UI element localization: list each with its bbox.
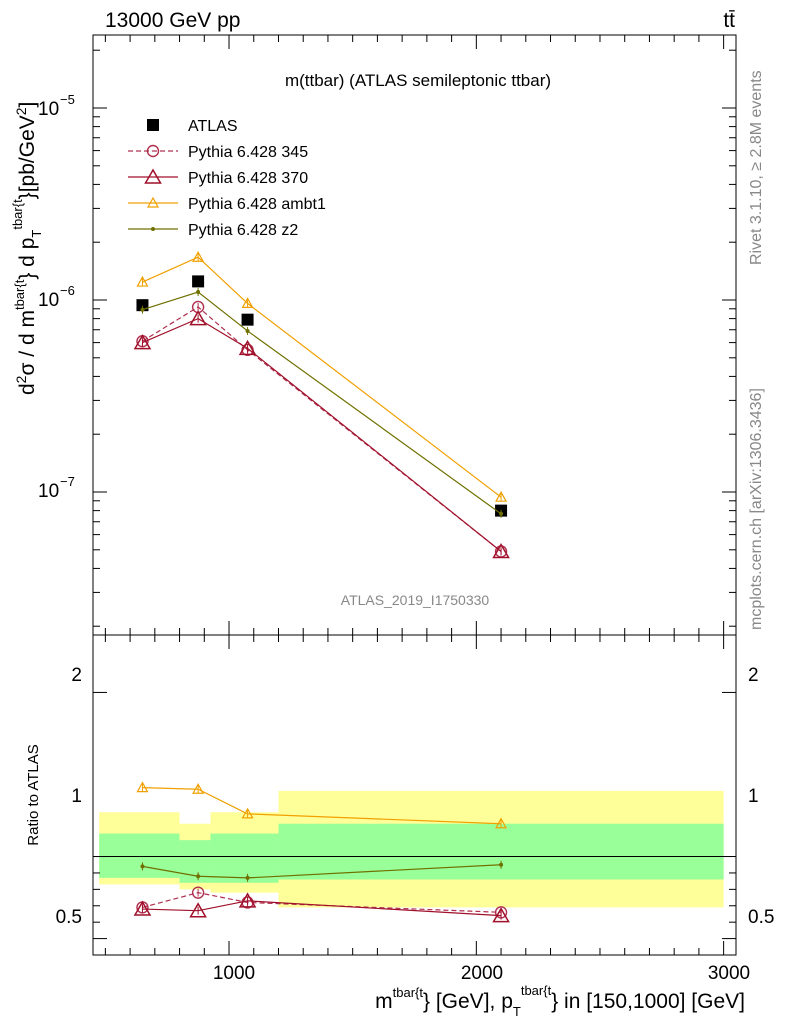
legend-label: Pythia 6.428 370 xyxy=(188,170,308,187)
analysis-id: ATLAS_2019_I1750330 xyxy=(341,592,490,608)
y-tick-label: 10 xyxy=(38,290,59,311)
pythia-ambt1-point xyxy=(495,817,508,829)
pythia-ambt1-line xyxy=(142,787,502,825)
legend: ATLAS Pythia 6.428 345 Pythia 6.428 370 Pyt… xyxy=(128,118,326,239)
pythia-ambt1-line xyxy=(142,256,502,498)
y-tick-labels-main: 10 −5 10 −6 10 −7 xyxy=(38,92,75,502)
uncertainty-band-inner xyxy=(278,823,724,880)
legend-label: Pythia 6.428 ambt1 xyxy=(188,196,326,213)
pythia-370-point xyxy=(133,900,152,916)
pythia-z2-point xyxy=(140,307,145,312)
pythia-z2-point xyxy=(499,511,504,516)
y-tick-label-right: 0.5 xyxy=(748,907,774,928)
legend-marker xyxy=(144,168,162,184)
y-tick-label: 0.5 xyxy=(56,907,82,928)
pythia-ambt1-point xyxy=(136,781,149,793)
legend-marker xyxy=(146,144,160,158)
y-tick-label-right: 2 xyxy=(748,665,759,686)
legend-marker xyxy=(147,119,159,131)
pythia-370-point xyxy=(189,902,207,918)
y-tick-exponent: −5 xyxy=(60,92,75,107)
pythia-370-line xyxy=(142,317,502,552)
y-tick-label: 10 xyxy=(38,481,59,502)
y-tick-labels-ratio: 0.5 1 2 0.5 1 2 xyxy=(56,665,775,928)
y-tick-label-right: 1 xyxy=(748,786,759,807)
pythia-ambt1-point xyxy=(241,297,254,309)
x-tick-label: 1000 xyxy=(213,963,255,984)
pythia-370-point xyxy=(238,339,257,356)
y-tick-exponent: −7 xyxy=(60,474,75,489)
legend-marker xyxy=(146,196,160,208)
x-axis-label: mtbar{t} [GeV], pTtbar{t} in [150,1000] … xyxy=(375,983,745,1019)
x-tick-label: 2000 xyxy=(461,963,503,984)
energy-label: 13000 GeV pp xyxy=(105,9,240,32)
legend-label: Pythia 6.428 345 xyxy=(188,144,308,161)
plot-title: m(ttbar) (ATLAS semileptonic ttbar) xyxy=(285,71,551,90)
legend-label: Pythia 6.428 z2 xyxy=(188,222,298,239)
pythia-z2-point xyxy=(245,875,250,880)
y-tick-label: 1 xyxy=(71,786,82,807)
pythia-ambt1-point xyxy=(495,490,508,502)
pythia-345-line xyxy=(142,892,502,913)
y-tick-label: 2 xyxy=(71,665,82,686)
pythia-370-point xyxy=(492,542,510,559)
pythia-370-line xyxy=(142,900,502,917)
legend-marker xyxy=(151,227,155,231)
atlas-point xyxy=(192,275,205,288)
pythia-345-line xyxy=(142,306,502,552)
pythia-z2-point xyxy=(196,290,201,295)
pythia-ambt1-point xyxy=(136,275,149,287)
x-tick-label: 3000 xyxy=(708,963,750,984)
pythia-z2-point xyxy=(140,864,145,869)
pythia-z2-point xyxy=(499,862,504,867)
pythia-z2-line xyxy=(142,864,502,879)
y-axis-label-ratio: Ratio to ATLAS xyxy=(25,744,42,845)
pythia-z2-point xyxy=(196,874,201,879)
pythia-370-point xyxy=(492,907,510,923)
legend-label: ATLAS xyxy=(188,118,238,135)
y-tick-exponent: −6 xyxy=(60,283,75,298)
uncertainty-band-inner xyxy=(210,833,279,883)
pythia-ambt1-point xyxy=(192,783,205,794)
y-tick-label: 10 xyxy=(38,99,59,120)
y-axis-label-main: d2σ / d mtbar{t} d pTtbar{t}[pb/GeV2] xyxy=(10,102,44,395)
ratio-plot-frame xyxy=(92,634,737,956)
pythia-370-point xyxy=(133,334,152,350)
rivet-version-label: Rivet 3.1.10, ≥ 2.8M events xyxy=(748,70,765,265)
pythia-ambt1-point xyxy=(241,807,254,819)
mcplots-label: mcplots.cern.ch [arXiv:1306.3436] xyxy=(748,388,765,630)
pythia-370-point xyxy=(238,892,257,908)
pythia-ambt1-point xyxy=(192,251,205,262)
pythia-345-point xyxy=(191,886,205,899)
pythia-z2-line xyxy=(142,291,502,515)
process-label: tt̄ xyxy=(723,9,735,32)
pythia-370-point xyxy=(189,310,207,326)
atlas-point xyxy=(241,313,254,326)
pythia-z2-point xyxy=(245,328,250,333)
